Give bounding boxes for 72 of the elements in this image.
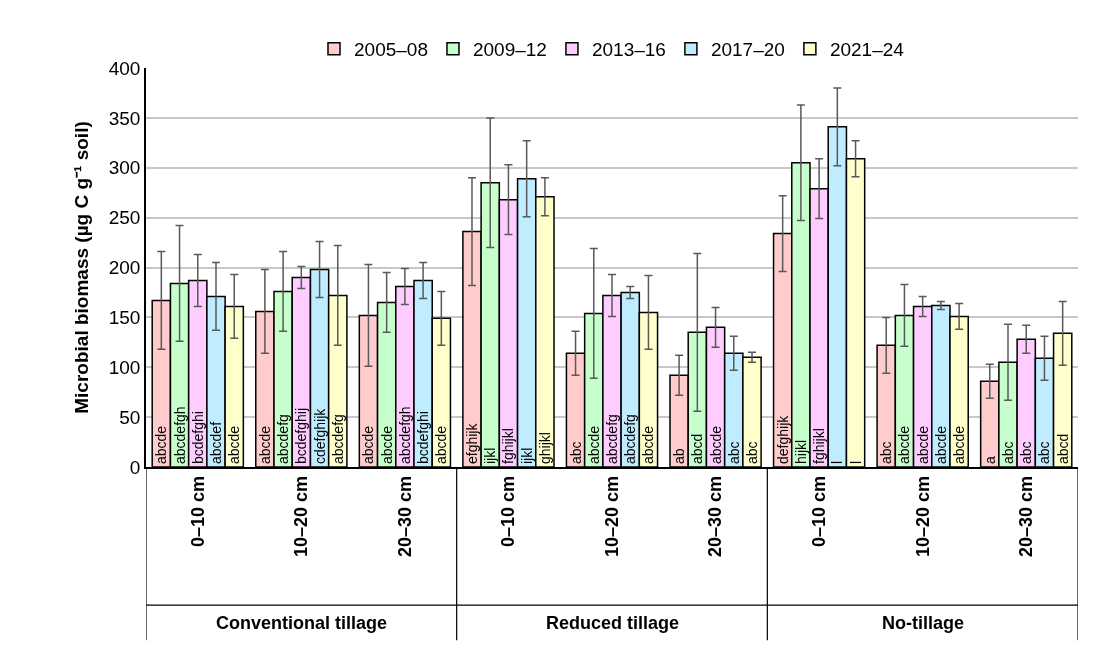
data-label: abcdefgh bbox=[171, 406, 188, 464]
y-tick-label: 300 bbox=[108, 157, 141, 179]
data-label: abcd bbox=[689, 433, 706, 464]
x-tick-label: 20–30 cm bbox=[394, 475, 415, 558]
text: Conventional tillage bbox=[216, 613, 388, 633]
x-tick-label: 10–20 cm bbox=[291, 475, 312, 558]
x-tick-label: 0–10 cm bbox=[498, 475, 519, 548]
legend-label: 2017–20 bbox=[710, 39, 785, 61]
data-label: abcdefg bbox=[604, 414, 620, 464]
data-label: abc bbox=[1018, 441, 1035, 464]
x-tick-label: 0–10 cm bbox=[808, 475, 829, 548]
data-label: abcde bbox=[256, 425, 273, 464]
data-label: ab bbox=[671, 448, 688, 464]
data-label: abcdefg bbox=[329, 414, 346, 464]
data-label: abc bbox=[725, 441, 742, 464]
data-label: abcdefg bbox=[275, 414, 292, 464]
y-tick-label: 150 bbox=[108, 307, 141, 329]
data-label: abcde bbox=[226, 425, 243, 464]
data-label: abcde bbox=[896, 425, 913, 464]
data-label: hijkl bbox=[792, 439, 809, 464]
data-label: efghijk bbox=[463, 422, 480, 464]
data-label: ijkl bbox=[518, 447, 535, 464]
data-label: abcde bbox=[707, 425, 724, 464]
data-label: abcdefg bbox=[622, 414, 639, 464]
data-label: abcde bbox=[433, 425, 450, 464]
x-tick-label: 10–20 cm bbox=[601, 475, 622, 558]
data-label: abc bbox=[1036, 441, 1053, 464]
data-label: abcde bbox=[360, 425, 377, 464]
y-tick-label: 0 bbox=[129, 456, 141, 478]
data-label: fghijkl bbox=[500, 428, 517, 464]
data-label: bcdefghi bbox=[415, 411, 432, 464]
legend-label: 2009–12 bbox=[472, 39, 547, 61]
data-label: l bbox=[829, 460, 846, 464]
data-label: abcde bbox=[585, 425, 602, 464]
y-tick-label: 350 bbox=[108, 107, 141, 129]
data-label: a bbox=[981, 456, 998, 464]
y-tick-label: 400 bbox=[108, 57, 141, 79]
y-tick-label: 100 bbox=[108, 356, 141, 378]
legend-label: 2021–24 bbox=[829, 39, 905, 61]
data-label: abc bbox=[878, 441, 895, 464]
data-label: abcde bbox=[640, 425, 657, 464]
data-label: abc bbox=[744, 441, 761, 464]
data-label: abcd bbox=[1054, 433, 1071, 464]
text: No-tillage bbox=[882, 613, 965, 633]
legend-label: 2005–08 bbox=[354, 39, 428, 61]
data-label: defghijk bbox=[774, 414, 791, 464]
y-tick-label: 250 bbox=[108, 207, 141, 229]
data-label: abcde bbox=[914, 425, 931, 464]
data-label: abcde bbox=[378, 425, 395, 464]
data-label: cdefghijk bbox=[311, 407, 328, 464]
data-label: abc bbox=[999, 441, 1016, 464]
data-label: l bbox=[847, 460, 864, 464]
data-label: abcdef bbox=[208, 421, 225, 464]
x-tick-label: 20–30 cm bbox=[705, 475, 726, 558]
text: Reduced tillage bbox=[546, 613, 680, 633]
data-label: ijkl bbox=[482, 447, 499, 464]
x-tick-label: 20–30 cm bbox=[1016, 475, 1037, 558]
y-axis-title: Microbial biomass (µg C g⁻¹ soil) bbox=[71, 121, 93, 414]
data-label: abcde bbox=[951, 425, 968, 464]
data-label: bcdefghij bbox=[293, 407, 310, 464]
x-tick-label: 0–10 cm bbox=[187, 475, 208, 548]
data-label: abcde bbox=[153, 425, 170, 464]
data-label: abcdefgh bbox=[396, 406, 413, 464]
x-tick-label: 10–20 cm bbox=[912, 475, 933, 558]
data-label: bcdefghi bbox=[189, 411, 206, 464]
legend-label: 2013–16 bbox=[591, 39, 666, 61]
data-label: fghijkl bbox=[811, 428, 828, 464]
data-label: ghijkl bbox=[536, 432, 553, 464]
y-tick-label: 200 bbox=[108, 257, 141, 279]
y-tick-label: 50 bbox=[119, 406, 141, 428]
data-label: abcde bbox=[932, 425, 949, 464]
data-label: abc bbox=[567, 441, 584, 464]
